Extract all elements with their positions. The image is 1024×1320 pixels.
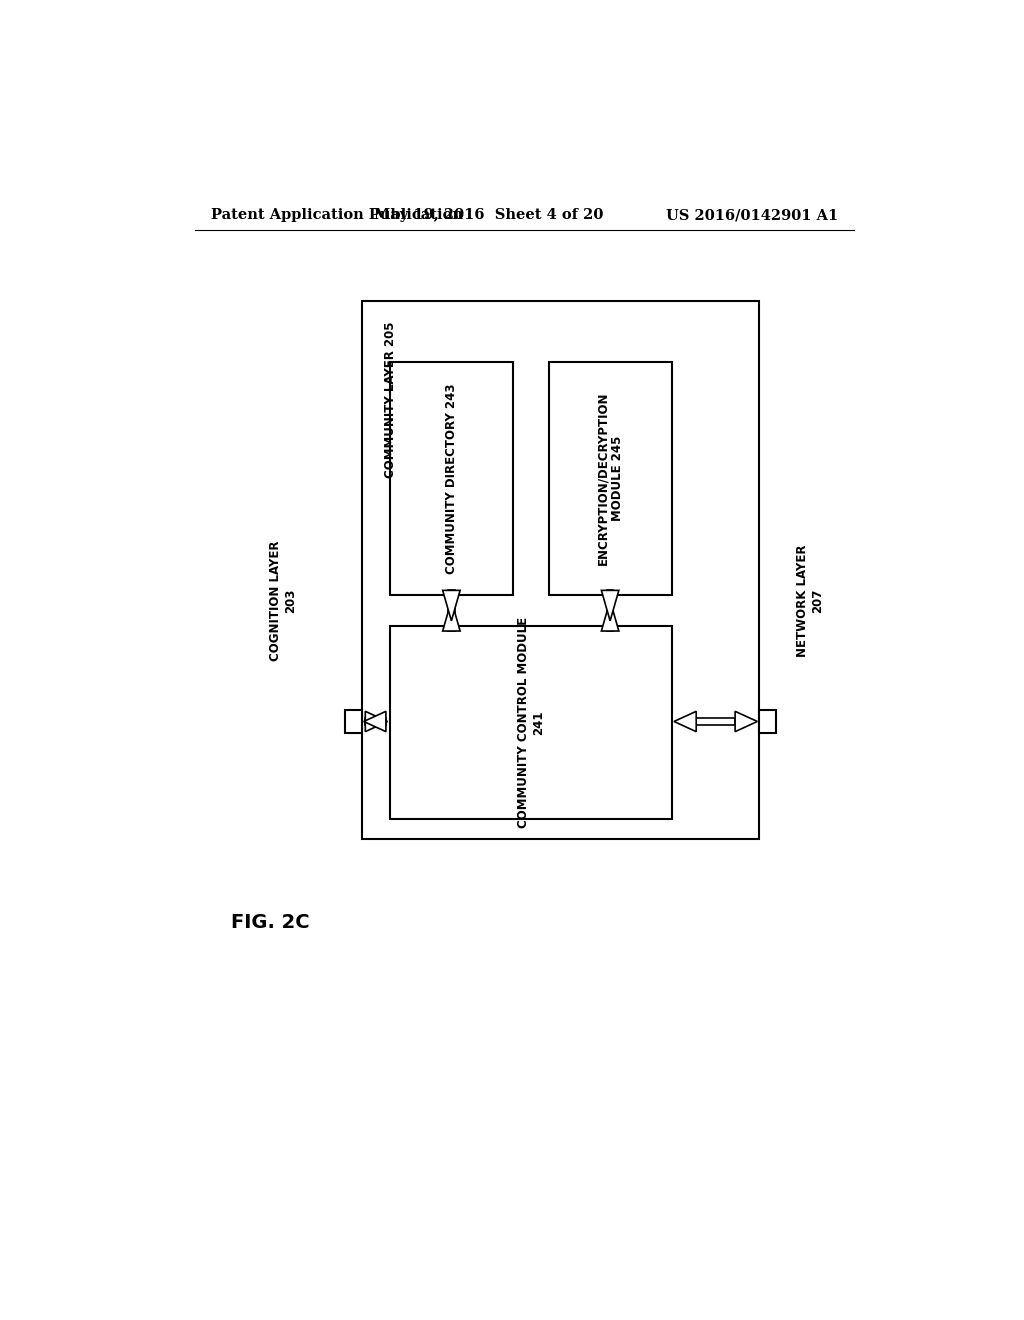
Bar [449,590,455,631]
Polygon shape [601,601,618,631]
Bar [362,301,759,840]
Bar [390,626,672,818]
Polygon shape [442,601,460,631]
Text: ENCRYPTION/DECRYPTION
MODULE 245: ENCRYPTION/DECRYPTION MODULE 245 [596,392,624,565]
Polygon shape [735,711,758,731]
Polygon shape [674,711,696,731]
Bar [345,710,362,733]
Text: Patent Application Publication: Patent Application Publication [211,209,463,222]
Text: May 19, 2016  Sheet 4 of 20: May 19, 2016 Sheet 4 of 20 [375,209,604,222]
Polygon shape [364,711,386,731]
Polygon shape [366,711,387,731]
Text: COMMUNITY LAYER 205: COMMUNITY LAYER 205 [384,321,397,478]
Text: US 2016/0142901 A1: US 2016/0142901 A1 [666,209,839,222]
Polygon shape [442,590,460,620]
Text: COMMUNITY CONTROL MODULE
241: COMMUNITY CONTROL MODULE 241 [517,616,545,828]
Bar [759,710,776,733]
Text: NETWORK LAYER
207: NETWORK LAYER 207 [797,544,824,657]
Bar [366,718,386,725]
Bar [607,590,613,631]
Bar [696,718,735,725]
Bar [390,362,513,595]
Text: COGNITION LAYER
203: COGNITION LAYER 203 [268,540,297,661]
Text: FIG. 2C: FIG. 2C [231,913,310,932]
Bar [549,362,672,595]
Polygon shape [601,590,618,620]
Text: COMMUNITY DIRECTORY 243: COMMUNITY DIRECTORY 243 [444,383,458,574]
